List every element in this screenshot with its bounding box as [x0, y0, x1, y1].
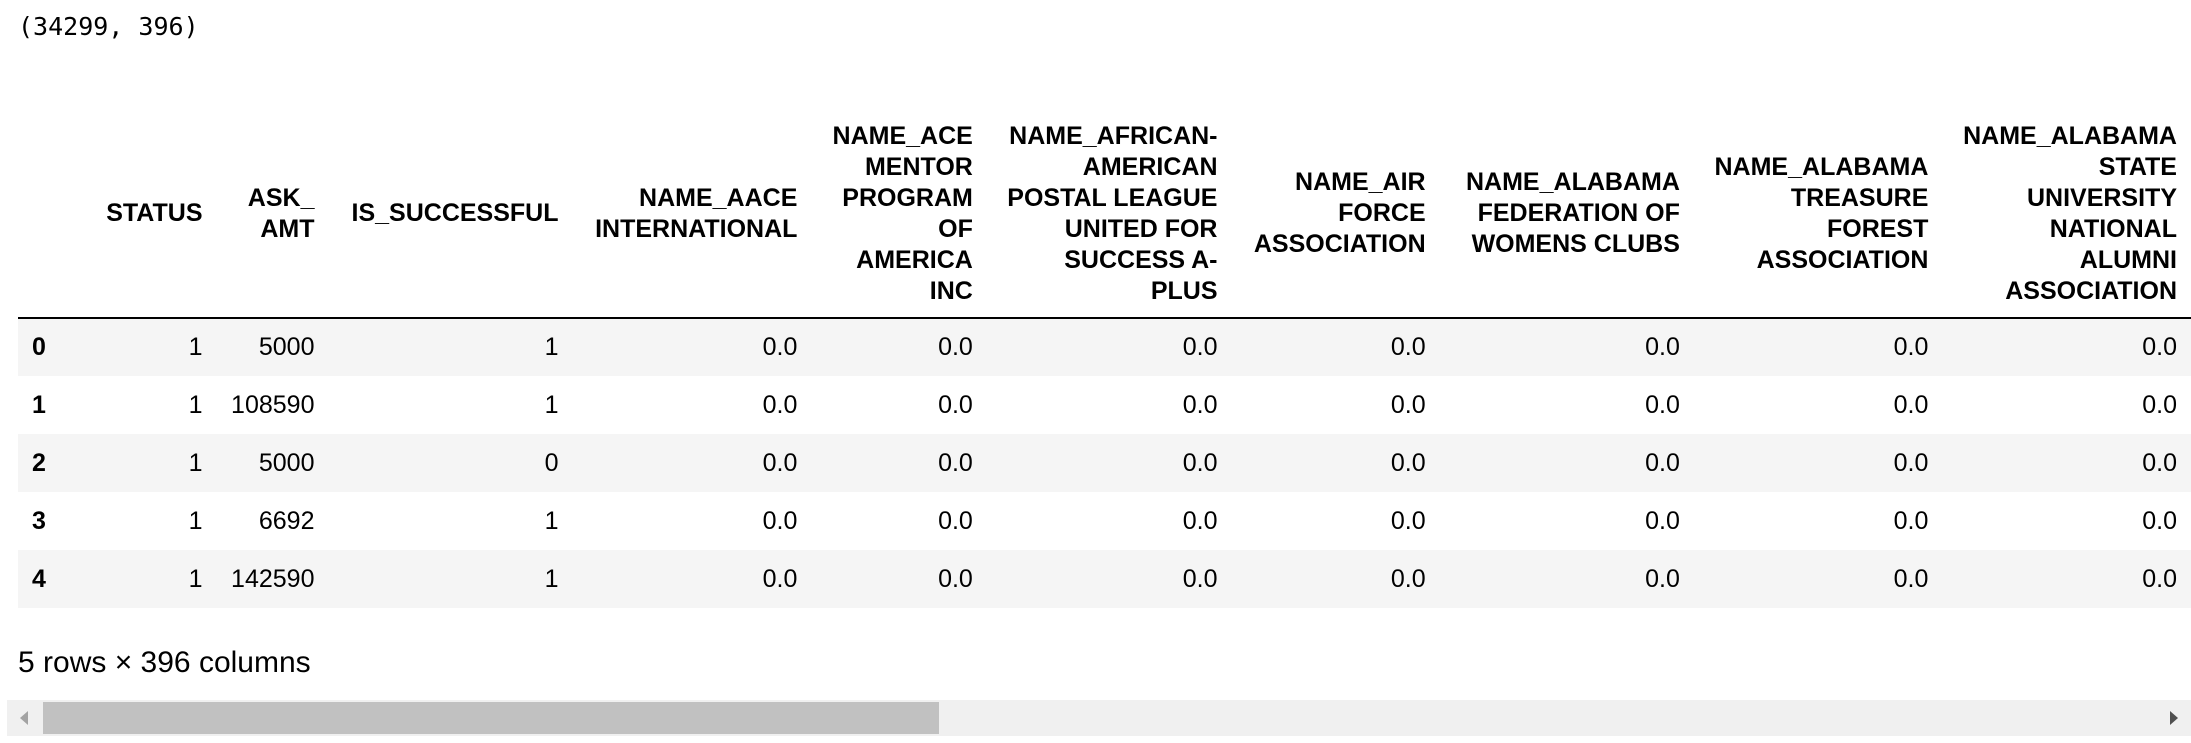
table-cell: 0.0	[1182, 333, 1218, 361]
column-header: ASK_AMT	[216, 110, 329, 319]
table-cell: 5000	[258, 448, 315, 477]
table-cell: 0.0	[1645, 390, 1680, 419]
table-row: 2 1 5000 0 0.0 0.0 0.0 0.0 0.0 0.0 0.0	[18, 434, 2191, 492]
table-cell: 0.0	[1893, 390, 1929, 419]
table-row: 4 1 142590 1 0.0 0.0 0.0 0.0 0.0 0.0 0.0	[18, 550, 2191, 608]
table-cell: 0.0	[1182, 390, 1218, 419]
table-cell: 0.0	[938, 390, 973, 419]
table-cell: 1	[544, 333, 559, 361]
column-header: NAME_ACE MENTOR PROGRAM OF AMERICA INC	[811, 110, 987, 319]
table-cell: 0.0	[1390, 390, 1426, 419]
table-cell: 0.0	[1645, 448, 1680, 477]
table-cell: 1	[188, 506, 203, 535]
table-cell: 0.0	[1182, 448, 1218, 477]
table-cell: 108590	[231, 390, 315, 419]
table-cell: 5000	[258, 333, 315, 361]
table-row: 0 1 5000 1 0.0 0.0 0.0 0.0 0.0 0.0 0.0	[18, 318, 2191, 376]
column-header: NAME_AFRICAN-AMERICAN POSTAL LEAGUE UNIT…	[986, 110, 1232, 319]
table-cell: 0.0	[1893, 506, 1929, 535]
table-cell: 0.0	[1893, 564, 1929, 593]
table-cell: 0.0	[2142, 506, 2177, 535]
row-index: 3	[32, 506, 46, 535]
table-row: 1 1 108590 1 0.0 0.0 0.0 0.0 0.0 0.0 0.0	[18, 376, 2191, 434]
table-cell: 0.0	[762, 333, 798, 361]
table-cell: 0.0	[1390, 506, 1426, 535]
table-cell: 0.0	[2142, 448, 2177, 477]
column-header: NAME_ALABAMA TREASURE FOREST ASSOCIATION	[1693, 110, 1943, 319]
column-header: NAME_AIR FORCE ASSOCIATION	[1231, 110, 1440, 319]
scrollbar-thumb[interactable]	[43, 702, 939, 734]
table-cell: 0	[544, 448, 559, 477]
table-cell: 1	[188, 390, 203, 419]
arrow-right-icon[interactable]	[2155, 700, 2191, 736]
row-index: 4	[32, 564, 46, 593]
table-cell: 0.0	[938, 333, 973, 361]
table-cell: 0.0	[762, 390, 798, 419]
arrow-left-icon[interactable]	[7, 700, 43, 736]
table-cell: 0.0	[2142, 390, 2177, 419]
table-cell: 1	[544, 390, 559, 419]
table-cell: 0.0	[2142, 564, 2177, 593]
table-cell: 1	[544, 564, 559, 593]
column-header: NAME_ALABAMA FEDERATION OF WOMENS CLUBS	[1439, 110, 1694, 319]
column-header: NAME_ALABAMA STATE UNIVERSITY NATIONAL A…	[1942, 110, 2191, 319]
table-cell: 0.0	[1645, 506, 1680, 535]
horizontal-scrollbar[interactable]	[7, 700, 2191, 736]
table-cell: 0.0	[762, 448, 798, 477]
row-column-count: 5 rows × 396 columns	[18, 646, 311, 679]
table-cell: 0.0	[1645, 564, 1680, 593]
table-cell: 0.0	[1645, 333, 1680, 361]
table-cell: 0.0	[1182, 506, 1218, 535]
row-index: 1	[32, 390, 46, 419]
table-cell: 142590	[231, 564, 315, 593]
table-cell: 0.0	[1893, 333, 1929, 361]
column-header: STATUS	[91, 110, 217, 319]
table-cell: 0.0	[1893, 448, 1929, 477]
table-row: 3 1 6692 1 0.0 0.0 0.0 0.0 0.0 0.0 0.0	[18, 492, 2191, 550]
table-cell: 0.0	[1182, 564, 1218, 593]
table-cell: 1	[188, 564, 203, 593]
row-index: 0	[32, 333, 46, 361]
table-cell: 0.0	[1390, 448, 1426, 477]
table-cell: 6692	[258, 506, 315, 535]
header-row: STATUS ASK_AMT IS_SUCCESSFUL NAME_AACE I…	[18, 110, 2191, 319]
table-cell: 0.0	[938, 506, 973, 535]
table-cell: 0.0	[938, 564, 973, 593]
table-cell: 1	[544, 506, 559, 535]
column-header: IS_SUCCESSFUL	[328, 110, 573, 319]
index-header	[18, 110, 92, 319]
table-cell: 0.0	[762, 506, 798, 535]
table-cell: 0.0	[762, 564, 798, 593]
table-cell: 0.0	[938, 448, 973, 477]
row-index: 2	[32, 448, 46, 477]
table-cell: 0.0	[1390, 564, 1426, 593]
dataframe-table: STATUS ASK_AMT IS_SUCCESSFUL NAME_AACE I…	[18, 110, 2191, 608]
dataframe-viewport[interactable]: STATUS ASK_AMT IS_SUCCESSFUL NAME_AACE I…	[18, 110, 2191, 615]
shape-output: (34299, 396)	[18, 12, 199, 41]
column-header: NAME_AACE INTERNATIONAL	[572, 110, 812, 319]
table-cell: 1	[188, 448, 203, 477]
table-cell: 0.0	[1390, 333, 1426, 361]
table-cell: 1	[188, 333, 203, 361]
table-cell: 0.0	[2142, 333, 2177, 361]
